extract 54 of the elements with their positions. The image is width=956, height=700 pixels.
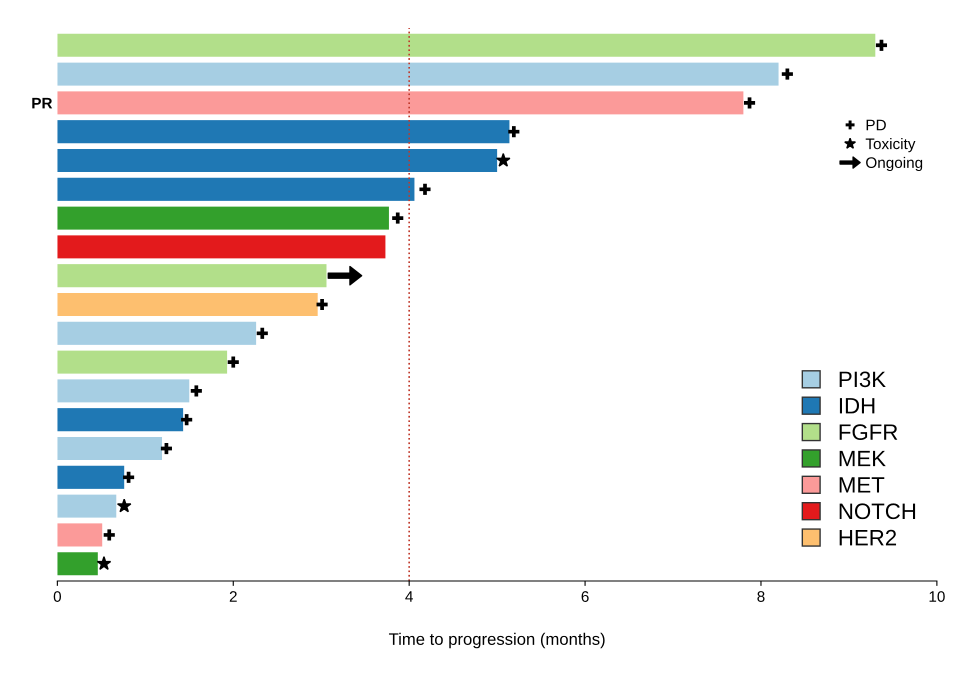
- legend-label: Toxicity: [866, 138, 916, 152]
- bar: [57, 34, 876, 57]
- bar: [57, 235, 386, 258]
- point: [419, 184, 431, 195]
- point: [160, 442, 172, 454]
- x-tick-label: 0: [54, 591, 62, 602]
- bar: [57, 466, 124, 489]
- bar: [57, 62, 779, 86]
- point: [181, 414, 192, 426]
- bar: [57, 552, 98, 576]
- point: [496, 152, 511, 167]
- bar: [57, 322, 256, 345]
- point: [116, 498, 132, 512]
- legend-label: PD: [866, 120, 886, 130]
- point: [508, 126, 520, 138]
- x-tick-label: 6: [582, 591, 589, 602]
- x-tick-label: 10: [930, 591, 945, 602]
- x-axis-title: Time to progression (months): [388, 632, 605, 648]
- point: [96, 556, 112, 570]
- bar: [57, 264, 326, 288]
- bar: [57, 292, 318, 316]
- legend-label: PI3K: [840, 371, 886, 388]
- point: [123, 472, 134, 483]
- bar: [57, 148, 498, 172]
- y-tick-label: PR: [32, 98, 52, 108]
- legend-label: FGFR: [840, 424, 898, 440]
- legend-label: MEK: [840, 450, 886, 466]
- bar: [57, 178, 414, 201]
- bar: [57, 408, 184, 432]
- bar: [57, 350, 228, 374]
- legend-label: Ongoing: [866, 156, 922, 172]
- bar: [57, 436, 162, 460]
- point: [782, 68, 793, 80]
- point: [190, 385, 202, 396]
- x-tick-label: 4: [405, 591, 413, 602]
- legend-label: NOTCH: [840, 503, 916, 520]
- point: [744, 97, 756, 108]
- legend-label: HER2: [840, 530, 896, 546]
- x-tick-label: 8: [757, 591, 765, 602]
- x-tick-label: 2: [230, 591, 237, 602]
- point: [256, 328, 268, 339]
- bar: [57, 206, 389, 230]
- bar: [57, 91, 744, 114]
- bar: [57, 379, 190, 402]
- legend-label: MET: [840, 477, 884, 493]
- bar: [57, 494, 116, 518]
- bar: [57, 120, 510, 144]
- point: [316, 298, 328, 310]
- point: [392, 212, 404, 224]
- point: [876, 40, 888, 51]
- bar: [57, 523, 102, 546]
- point: [228, 356, 239, 368]
- legend-label: IDH: [840, 398, 874, 414]
- point: [104, 529, 115, 540]
